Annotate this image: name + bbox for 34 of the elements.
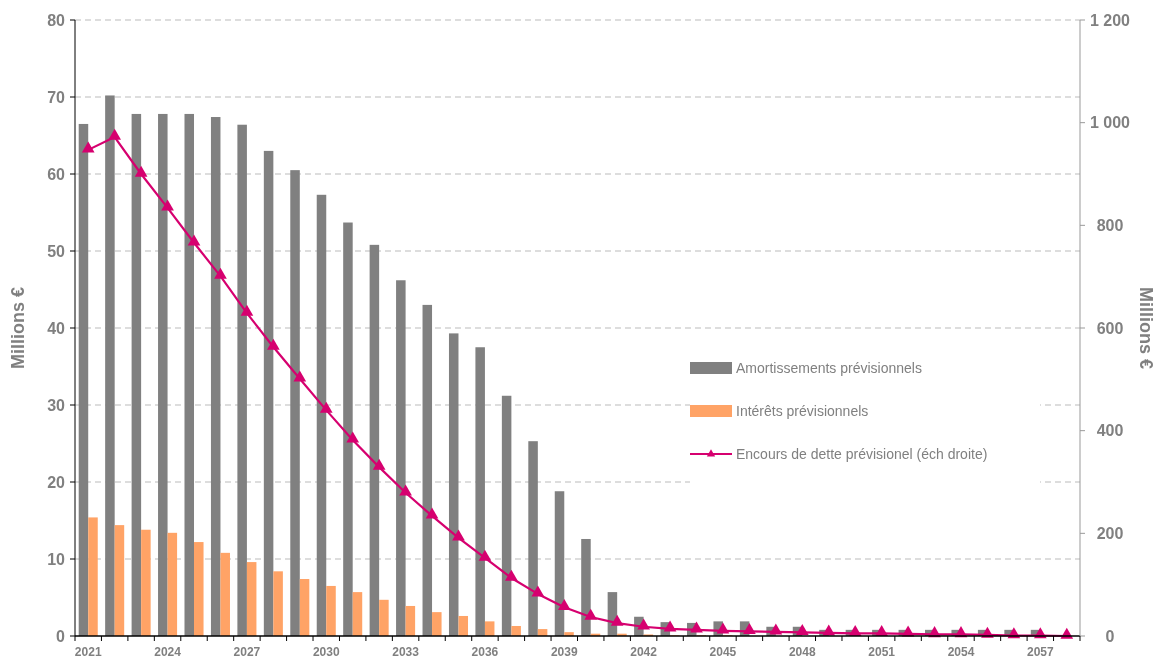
x-tick-label: 2033	[392, 645, 420, 659]
y2-tick-label: 1 200	[1089, 11, 1131, 29]
x-tick-label: 2048	[788, 645, 816, 659]
y2-tick-label: 1 000	[1089, 114, 1131, 132]
x-tick-label: 2039	[550, 645, 578, 659]
y2-axis-title: Millions €	[1136, 286, 1156, 370]
x-tick-label: 2054	[947, 645, 975, 659]
legend-label: Intérêts prévisionnels	[736, 402, 869, 419]
x-tick-label: 2045	[709, 645, 737, 659]
y-tick-label: 30	[47, 396, 66, 414]
y-tick-label: 60	[47, 165, 66, 183]
x-tick-label: 2027	[233, 645, 261, 659]
y-tick-label: 50	[47, 242, 66, 260]
y-tick-label: 10	[47, 550, 66, 568]
x-tick-label: 2030	[312, 645, 340, 659]
y2-tick-label: 800	[1096, 216, 1124, 234]
legend-label: Encours de dette prévisionel (éch droite)	[736, 445, 988, 462]
x-tick-label: 2051	[868, 645, 896, 659]
y2-tick-label: 200	[1096, 524, 1124, 542]
legend-label: Amortissements prévisionnels	[736, 359, 922, 376]
y-tick-label: 40	[47, 319, 66, 337]
x-tick-label: 2042	[630, 645, 658, 659]
x-tick-label: 2021	[74, 645, 102, 659]
y-axis-title: Millions €	[8, 286, 28, 370]
y-tick-label: 70	[47, 88, 66, 106]
y2-tick-label: 0	[1105, 627, 1115, 645]
x-tick-label: 2057	[1026, 645, 1054, 659]
y-tick-label: 80	[47, 11, 66, 29]
y2-tick-label: 600	[1096, 319, 1124, 337]
y-tick-label: 0	[56, 627, 66, 645]
y2-tick-label: 400	[1096, 422, 1124, 440]
x-tick-label: 2024	[154, 645, 182, 659]
x-tick-label: 2036	[471, 645, 499, 659]
y-tick-label: 20	[47, 473, 66, 491]
